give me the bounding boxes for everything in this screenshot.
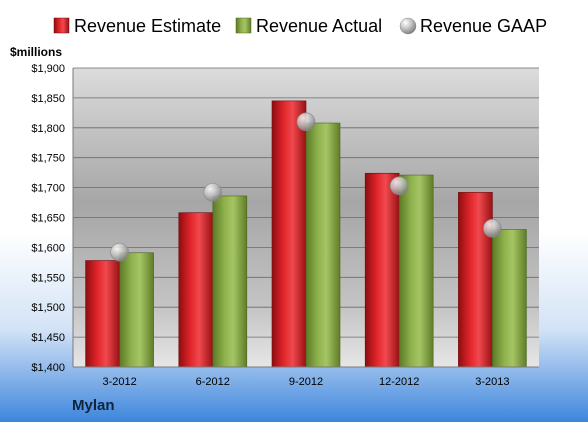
marker-revenue-gaap xyxy=(203,183,223,202)
legend-swatch-actual xyxy=(235,17,252,34)
y-tick-label: $1,500 xyxy=(31,302,65,314)
y-tick-label: $1,600 xyxy=(31,242,65,254)
bar-revenue-actual xyxy=(305,122,341,368)
marker-revenue-gaap xyxy=(110,242,129,262)
bar-revenue-estimate xyxy=(271,100,307,368)
axes: $1,400 $1,450 $1,500 $1,550 $1,600 $1,650 $1,7… xyxy=(31,63,539,388)
y-tick-label: $1,800 xyxy=(31,123,65,135)
bars xyxy=(85,100,527,368)
bar-revenue-actual xyxy=(119,252,154,368)
legend-swatch-gaap xyxy=(399,17,417,35)
legend-label-gaap: Revenue GAAP xyxy=(420,16,547,36)
x-tick-label: 3-2013 xyxy=(475,376,509,388)
y-tick-label: $1,850 xyxy=(31,93,65,105)
legend: Revenue Estimate Revenue Actual Revenue … xyxy=(53,16,547,36)
bar-revenue-actual xyxy=(492,229,527,368)
unit-label: $millions xyxy=(10,45,62,59)
bar-revenue-estimate xyxy=(85,260,120,368)
x-tick-label: 6-2012 xyxy=(196,376,230,388)
y-tick-label: $1,650 xyxy=(31,213,65,225)
bar-revenue-actual xyxy=(212,195,248,368)
y-tick-label: $1,450 xyxy=(31,332,65,344)
legend-swatch-estimate xyxy=(53,17,70,34)
gaap-markers xyxy=(110,112,502,262)
legend-label-estimate: Revenue Estimate xyxy=(74,16,221,36)
x-tick-label: 9-2012 xyxy=(289,376,323,388)
y-tick-label: $1,900 xyxy=(31,63,65,75)
company-name: Mylan xyxy=(72,397,115,414)
y-tick-label: $1,550 xyxy=(31,272,65,284)
bar-revenue-estimate xyxy=(178,212,214,368)
bar-revenue-actual xyxy=(398,174,434,368)
bar-revenue-estimate xyxy=(364,172,400,368)
marker-revenue-gaap xyxy=(483,218,502,238)
y-tick-label: $1,700 xyxy=(31,183,65,195)
x-tick-label: 12-2012 xyxy=(379,376,419,388)
marker-revenue-gaap xyxy=(296,112,316,132)
marker-revenue-gaap xyxy=(389,176,409,196)
bar-revenue-estimate xyxy=(458,192,493,368)
x-tick-label: 3-2012 xyxy=(102,376,136,388)
y-tick-label: $1,750 xyxy=(31,153,65,165)
legend-label-actual: Revenue Actual xyxy=(256,16,382,36)
y-tick-label: $1,400 xyxy=(31,362,65,374)
